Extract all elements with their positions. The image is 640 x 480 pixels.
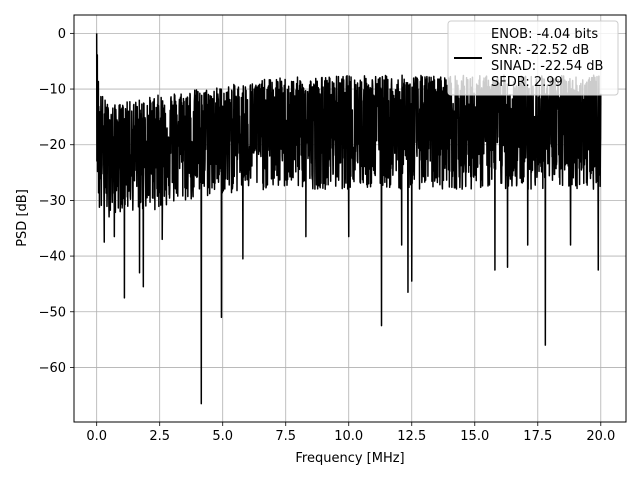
x-tick-label: 20.0 [586, 429, 615, 444]
x-axis-label: Frequency [MHz] [295, 451, 404, 466]
x-tick-label: 12.5 [397, 429, 426, 444]
x-tick-label: 5.0 [212, 429, 233, 444]
x-tick-label: 15.0 [460, 429, 489, 444]
plot-frame [73, 14, 627, 423]
y-tick-label: −40 [39, 250, 66, 265]
legend-line-3: SINAD: -22.54 dB [491, 59, 603, 74]
y-axis-label: PSD [dB] [15, 189, 30, 247]
x-tick-label: 17.5 [523, 429, 552, 444]
y-tick-label: −30 [39, 194, 66, 209]
y-tick-label: −20 [39, 138, 66, 153]
legend: ENOB: -4.04 bits SNR: -22.52 dB SINAD: -… [447, 20, 619, 96]
x-tick-label: 10.0 [334, 429, 363, 444]
y-tick-label: −60 [39, 361, 66, 376]
y-axis-ticks: 0 −10 −20 −30 −40 −50 −60 [39, 27, 74, 376]
legend-line-2: SNR: -22.52 dB [491, 43, 589, 58]
x-axis-ticks: 0.0 2.5 5.0 7.5 10.0 12.5 15.0 17.5 20.0 [86, 422, 615, 444]
legend-line-1: ENOB: -4.04 bits [491, 27, 598, 42]
y-tick-label: −10 [39, 83, 66, 98]
x-tick-label: 0.0 [86, 429, 107, 444]
psd-series [95, 33, 602, 405]
y-tick-label: −50 [39, 305, 66, 320]
x-tick-label: 7.5 [275, 429, 296, 444]
x-tick-label: 2.5 [149, 429, 170, 444]
psd-line [95, 33, 602, 405]
legend-line-4: SFDR: 2.99 [491, 75, 563, 90]
legend-box [447, 20, 619, 96]
y-tick-label: 0 [58, 27, 66, 42]
